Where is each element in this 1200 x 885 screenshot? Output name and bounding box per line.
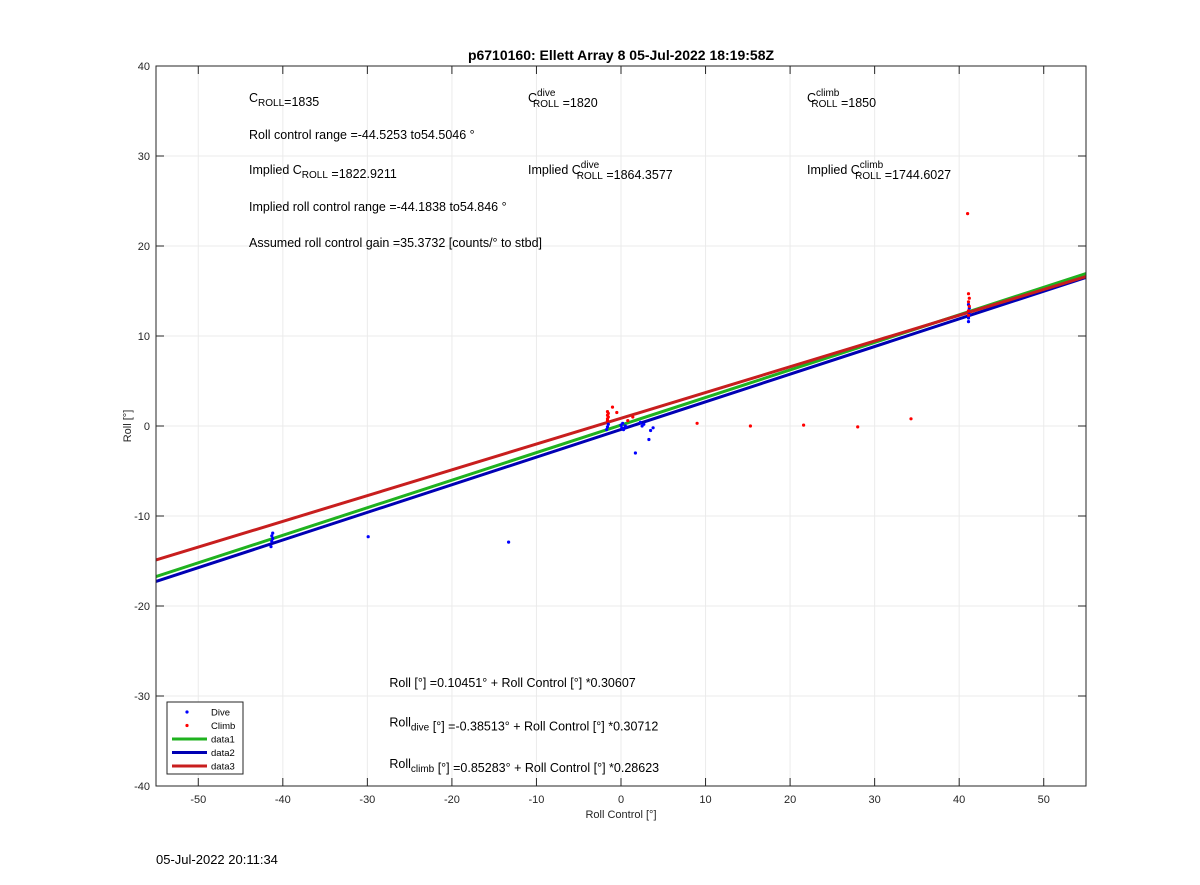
data-point-dive (633, 451, 638, 455)
chart-title: p6710160: Ellett Array 8 05-Jul-2022 18:… (468, 47, 775, 63)
legend-marker-dive (185, 710, 189, 714)
x-tick-label: -30 (359, 794, 375, 806)
y-tick-label: 0 (144, 421, 150, 433)
legend-label: data1 (211, 735, 235, 746)
data-point-dive (649, 428, 653, 433)
data-point-dive (606, 422, 610, 426)
annotation-text: Implied Cclimb ROLL =1744.6027 (807, 160, 951, 182)
data-point-climb (967, 304, 971, 308)
annotation-text: Implied roll control range =-44.1838 to5… (249, 200, 507, 214)
y-tick-label: 10 (138, 331, 150, 343)
y-tick-label: 20 (138, 241, 150, 253)
series-line-data3 (156, 275, 1086, 562)
data-point-dive (638, 420, 643, 424)
series-line-data2 (156, 275, 1086, 583)
x-tick-label: -20 (444, 794, 460, 806)
data-point-climb (748, 424, 753, 428)
annotation-text: Implied CROLL =1822.9211 (249, 163, 397, 181)
print-timestamp: 05-Jul-2022 20:11:34 (156, 852, 278, 867)
annotation-text: Assumed roll control gain =35.3732 [coun… (249, 236, 542, 250)
x-tick-label: 0 (618, 794, 624, 806)
data-point-climb (631, 415, 635, 419)
x-tick-label: -40 (275, 794, 291, 806)
data-point-dive (647, 437, 651, 442)
data-point-climb (966, 309, 971, 313)
legend-label: data2 (211, 748, 235, 759)
y-tick-label: -10 (134, 511, 150, 523)
data-point-dive (621, 421, 625, 425)
y-tick-label: -20 (134, 601, 150, 613)
legend-label: data3 (211, 762, 235, 773)
y-tick-label: -30 (134, 691, 150, 703)
data-point-dive (966, 316, 971, 320)
x-tick-label: 10 (699, 794, 711, 806)
legend-label: Dive (211, 708, 230, 719)
data-layer (156, 212, 1086, 583)
data-point-dive (605, 425, 610, 429)
annotation-text: Implied Cdive ROLL =1864.3577 (528, 160, 673, 182)
data-point-dive (269, 545, 273, 549)
data-point-dive (966, 320, 971, 324)
x-tick-label: 50 (1038, 794, 1050, 806)
data-point-climb (610, 405, 615, 409)
x-tick-label: -10 (529, 794, 545, 806)
data-point-dive (271, 536, 275, 541)
data-point-climb (966, 300, 971, 304)
data-point-dive (624, 425, 628, 429)
x-axis-label: Roll Control [°] (585, 809, 656, 821)
annotation-text: Roll [°] =0.10451° + Roll Control [°] *0… (389, 676, 635, 690)
data-point-climb (856, 425, 860, 429)
annotation-text: Cclimb ROLL =1850 (807, 88, 876, 110)
data-point-climb (966, 212, 970, 216)
annotation-text: CROLL=1835 (249, 91, 319, 109)
annotation-text: Cdive ROLL =1820 (528, 88, 598, 110)
legend-marker-climb (185, 723, 189, 728)
data-point-climb (967, 296, 971, 300)
data-point-dive (605, 428, 609, 432)
data-point-dive (270, 534, 274, 538)
annotation-text: Rolldive [°] =-0.38513° + Roll Control [… (389, 716, 658, 734)
data-point-climb (615, 410, 619, 415)
data-point-dive (642, 422, 646, 426)
y-tick-label: 40 (138, 61, 150, 73)
data-point-climb (626, 419, 630, 423)
x-tick-label: 40 (953, 794, 965, 806)
y-axis-label: Roll [°] (122, 410, 134, 443)
annotation-text: Rollclimb [°] =0.85283° + Roll Control [… (389, 757, 659, 775)
legend-label: Climb (211, 721, 235, 732)
data-point-climb (695, 421, 699, 425)
x-tick-label: 20 (784, 794, 796, 806)
annotation-text: Roll control range =-44.5253 to54.5046 ° (249, 128, 475, 142)
x-tick-label: -50 (190, 794, 206, 806)
data-point-dive (651, 426, 655, 430)
data-point-climb (966, 292, 971, 296)
data-point-climb (966, 313, 971, 317)
data-point-dive (270, 539, 274, 543)
data-point-climb (605, 410, 610, 414)
data-point-dive (621, 428, 626, 432)
data-point-climb (802, 423, 806, 427)
y-tick-label: 30 (138, 151, 150, 163)
data-point-dive (271, 531, 275, 535)
data-point-climb (909, 417, 913, 421)
x-tick-label: 30 (869, 794, 881, 806)
data-point-dive (507, 540, 511, 544)
y-tick-label: -40 (134, 781, 150, 793)
data-point-dive (366, 535, 370, 539)
